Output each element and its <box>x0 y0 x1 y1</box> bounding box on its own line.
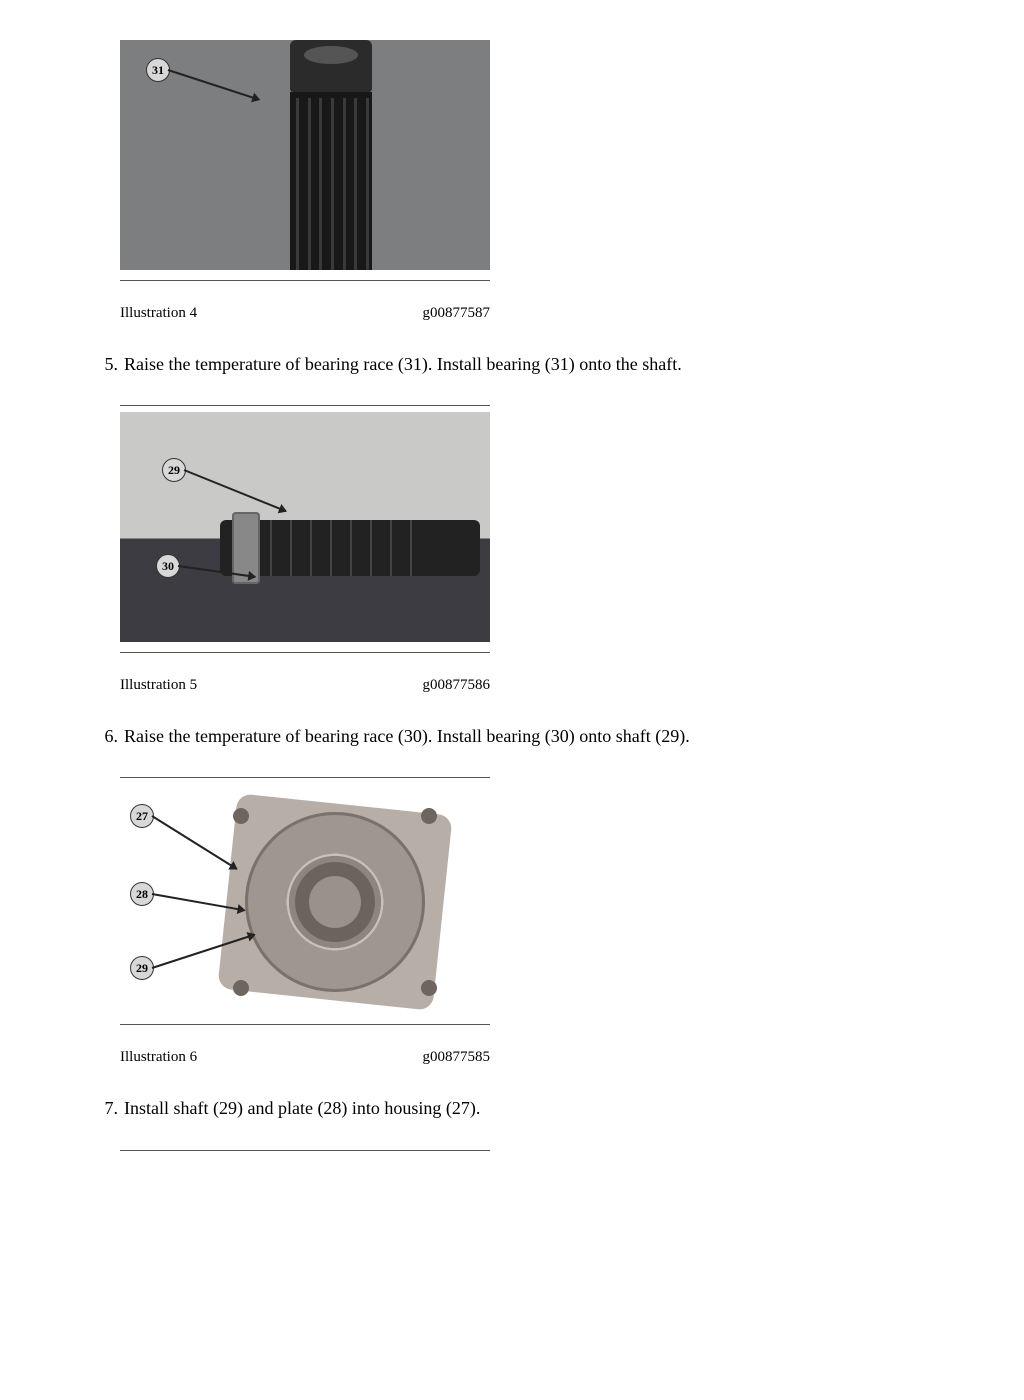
step-text: Raise the temperature of bearing race (3… <box>124 724 944 749</box>
figure-5: 29 30 Illustration 5 g00877586 <box>120 412 944 696</box>
step-number: 6. <box>80 724 124 749</box>
step-text: Install shaft (29) and plate (28) into h… <box>124 1096 944 1121</box>
rule <box>120 405 490 406</box>
step-7: 7. Install shaft (29) and plate (28) int… <box>80 1096 944 1121</box>
figure-4-image: 31 <box>120 40 490 270</box>
caption-right: g00877587 <box>423 303 491 324</box>
figure-6: 272829 Illustration 6 g00877585 <box>120 784 944 1068</box>
callout-arrow <box>168 69 260 101</box>
caption-left: Illustration 4 <box>120 303 197 324</box>
callout-bubble: 29 <box>162 458 186 482</box>
step-6: 6. Raise the temperature of bearing race… <box>80 724 944 749</box>
step-text: Raise the temperature of bearing race (3… <box>124 352 944 377</box>
figure-4: 31 Illustration 4 g00877587 <box>120 40 944 324</box>
callout-bubble: 29 <box>130 956 154 980</box>
figure-6-caption: Illustration 6 g00877585 <box>120 1047 490 1068</box>
caption-right: g00877586 <box>423 675 491 696</box>
step-number: 7. <box>80 1096 124 1121</box>
callout-arrow <box>151 816 237 871</box>
callout-bubble: 28 <box>130 882 154 906</box>
callout-arrow <box>184 469 287 512</box>
callout-bubble: 30 <box>156 554 180 578</box>
rule <box>120 777 490 778</box>
caption-left: Illustration 6 <box>120 1047 197 1068</box>
figure-5-image: 29 30 <box>120 412 490 642</box>
callout-bubble: 31 <box>146 58 170 82</box>
step-5: 5. Raise the temperature of bearing race… <box>80 352 944 377</box>
figure-rule <box>120 280 490 281</box>
rule <box>120 1150 490 1151</box>
figure-4-caption: Illustration 4 g00877587 <box>120 303 490 324</box>
figure-6-image: 272829 <box>120 784 490 1014</box>
figure-rule <box>120 1024 490 1025</box>
figure-rule <box>120 652 490 653</box>
figure-5-caption: Illustration 5 g00877586 <box>120 675 490 696</box>
caption-right: g00877585 <box>423 1047 491 1068</box>
caption-left: Illustration 5 <box>120 675 197 696</box>
step-number: 5. <box>80 352 124 377</box>
